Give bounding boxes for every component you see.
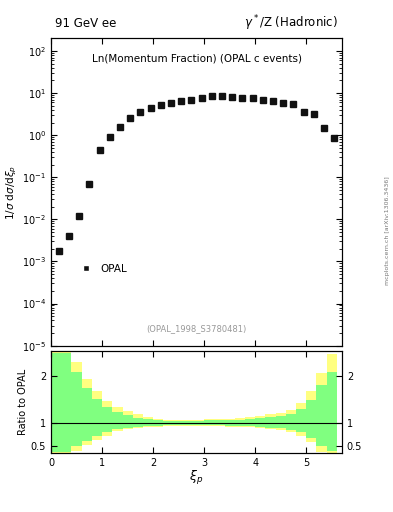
Text: Ln(Momentum Fraction) (OPAL c events): Ln(Momentum Fraction) (OPAL c events) <box>92 54 301 64</box>
Y-axis label: 1/$\sigma$ d$\sigma$/d$\xi_p$: 1/$\sigma$ d$\sigma$/d$\xi_p$ <box>5 164 19 220</box>
Text: $\gamma^*$/Z (Hadronic): $\gamma^*$/Z (Hadronic) <box>244 13 338 33</box>
Y-axis label: Ratio to OPAL: Ratio to OPAL <box>18 369 28 435</box>
Text: (OPAL_1998_S3780481): (OPAL_1998_S3780481) <box>146 324 247 333</box>
X-axis label: $\xi_p$: $\xi_p$ <box>189 470 204 487</box>
Legend: OPAL: OPAL <box>72 260 132 278</box>
Text: 91 GeV ee: 91 GeV ee <box>55 16 116 30</box>
Text: mcplots.cern.ch [arXiv:1306.3436]: mcplots.cern.ch [arXiv:1306.3436] <box>385 176 389 285</box>
